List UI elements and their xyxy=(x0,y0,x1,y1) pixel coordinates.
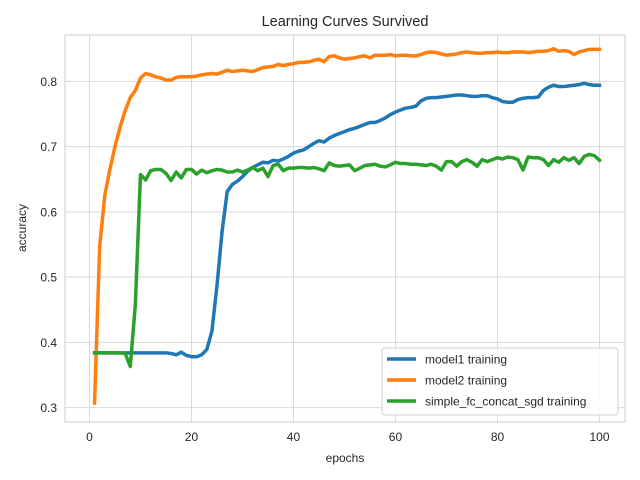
y-tick-label: 0.5 xyxy=(40,271,57,285)
x-tick-label: 80 xyxy=(491,430,505,444)
y-tick-labels: 0.3 0.4 0.5 0.6 0.7 0.8 xyxy=(40,75,57,415)
y-tick-label: 0.6 xyxy=(40,205,57,219)
series-line-3 xyxy=(92,152,602,369)
series-line-2 xyxy=(92,46,602,405)
chart-title: Learning Curves Survived xyxy=(262,14,429,30)
series-lines xyxy=(92,46,602,405)
gridlines xyxy=(65,35,625,422)
x-tick-label: 40 xyxy=(287,430,301,444)
x-tick-label: 0 xyxy=(86,430,93,444)
x-tick-labels: 0 20 40 60 80 100 xyxy=(86,430,610,444)
legend-entry-label: simple_fc_concat_sgd training xyxy=(425,395,586,409)
legend-entry-label: model2 training xyxy=(425,374,507,388)
y-tick-label: 0.4 xyxy=(40,336,57,350)
plot-frame xyxy=(64,34,626,423)
x-axis-label: epochs xyxy=(326,451,365,465)
y-tick-label: 0.7 xyxy=(40,140,57,154)
x-tick-label: 20 xyxy=(185,430,199,444)
series-line-1 xyxy=(92,81,602,359)
legend-entry-label: model1 training xyxy=(425,353,507,367)
y-tick-label: 0.8 xyxy=(40,75,57,89)
legend-box xyxy=(381,347,619,416)
y-tick-label: 0.3 xyxy=(40,401,57,415)
x-tick-label: 60 xyxy=(389,430,403,444)
legend: model1 training model2 training simple_fc_… xyxy=(381,347,619,416)
y-axis-label: accuracy xyxy=(15,204,29,252)
x-tick-label: 100 xyxy=(589,430,609,444)
